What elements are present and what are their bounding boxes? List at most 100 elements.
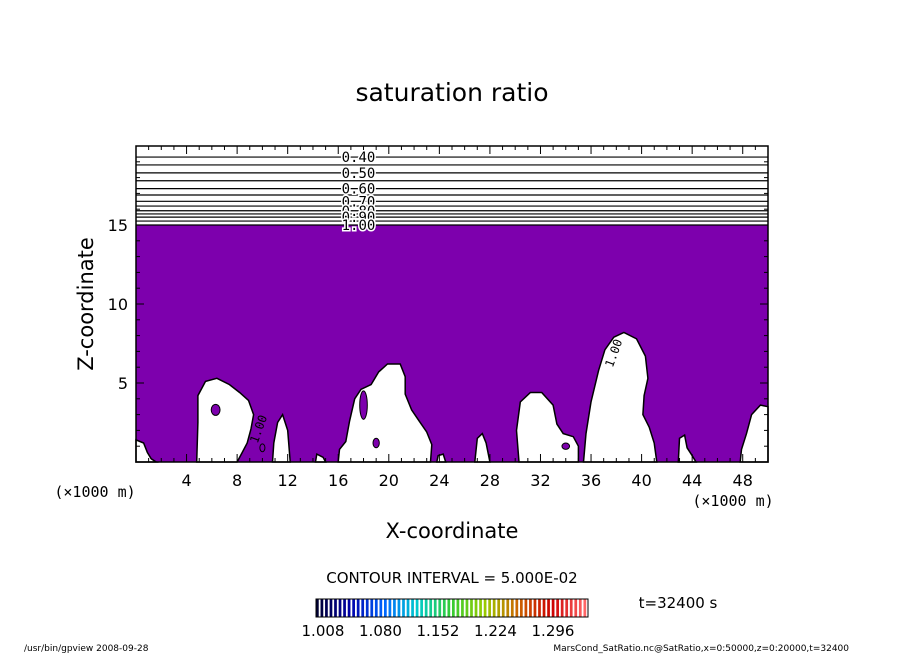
colorbar-swatch xyxy=(569,599,573,617)
supersaturated-fill xyxy=(135,225,769,463)
x-tick-label: 8 xyxy=(232,471,242,490)
colorbar-swatch xyxy=(329,599,333,617)
colorbar-swatch xyxy=(479,599,482,617)
time-label: t=32400 s xyxy=(639,594,718,612)
contour-label: 0.90 xyxy=(342,210,376,226)
colorbar-swatch xyxy=(510,599,514,617)
colorbar-swatch xyxy=(465,599,469,617)
unsaturated-region xyxy=(337,363,433,463)
colorbar-swatch xyxy=(515,599,519,617)
colorbar-tick-label: 1.296 xyxy=(532,622,575,640)
colorbar-frame xyxy=(315,598,589,618)
colorbar-tick-label: 1.152 xyxy=(417,622,460,640)
colorbar-swatch xyxy=(365,599,369,617)
colorbar-swatch xyxy=(343,599,346,617)
colorbar-swatch xyxy=(438,599,442,617)
colorbar-swatch xyxy=(470,599,473,617)
y-axis-label: Z-coordinate xyxy=(74,237,98,371)
colorbar-swatch xyxy=(352,599,355,617)
colorbar-swatch xyxy=(551,599,555,617)
y-tick-label: 10 xyxy=(108,295,128,314)
colorbar xyxy=(315,598,589,618)
colorbar-swatch xyxy=(492,599,496,617)
supersaturated-island xyxy=(561,442,571,450)
colorbar-swatch xyxy=(397,599,401,617)
colorbar-swatch xyxy=(556,599,559,617)
colorbar-swatch xyxy=(338,599,342,617)
colorbar-swatch xyxy=(501,599,505,617)
colorbar-swatch xyxy=(583,599,587,617)
colorbar-swatch xyxy=(497,599,501,617)
colorbar-swatch xyxy=(533,599,537,617)
colorbar-swatch xyxy=(388,599,392,617)
colorbar-swatch xyxy=(415,599,419,617)
contour-label: 0.70 xyxy=(342,194,376,210)
unsaturated-region xyxy=(195,377,255,463)
colorbar-swatch xyxy=(384,599,387,617)
colorbar-swatch xyxy=(370,599,374,617)
supersaturated-island xyxy=(372,437,380,449)
supersaturated-island xyxy=(210,403,221,416)
x-tick-label: 44 xyxy=(682,471,702,490)
y-tick-label: 15 xyxy=(108,216,128,235)
x-tick-label: 48 xyxy=(733,471,753,490)
x-tick-label: 4 xyxy=(181,471,191,490)
x-tick-label: 28 xyxy=(480,471,500,490)
colorbar-swatch xyxy=(474,599,478,617)
supersaturated-island xyxy=(359,390,368,420)
contour-label: 0.60 xyxy=(342,182,376,198)
contour-label: 1.00 xyxy=(342,218,376,234)
colorbar-tick-label: 1.224 xyxy=(474,622,517,640)
x-unit-left: (×1000 m) xyxy=(54,483,135,501)
colorbar-swatch xyxy=(578,599,582,617)
contour-label: 0.40 xyxy=(342,150,376,166)
contour-label: 0.80 xyxy=(342,204,376,220)
contour-label: 0.50 xyxy=(342,166,376,182)
x-axis-label: X-coordinate xyxy=(386,519,519,543)
x-tick-label: 36 xyxy=(581,471,601,490)
contour-lines xyxy=(136,156,768,226)
colorbar-swatch xyxy=(433,599,437,617)
colorbar-swatch xyxy=(429,599,433,617)
y-tick-label: 5 xyxy=(118,374,128,393)
colorbar-swatch xyxy=(393,599,396,617)
colorbar-swatch xyxy=(452,599,455,617)
x-tick-label: 12 xyxy=(278,471,298,490)
x-tick-label: 16 xyxy=(328,471,348,490)
colorbar-swatch xyxy=(356,599,360,617)
colorbar-swatch xyxy=(547,599,550,617)
colorbar-swatch xyxy=(529,599,532,617)
colorbar-swatch xyxy=(461,599,464,617)
colorbar-swatch xyxy=(560,599,564,617)
colorbar-swatch xyxy=(483,599,487,617)
colorbar-swatch xyxy=(574,599,578,617)
colorbar-swatch xyxy=(524,599,528,617)
colorbar-swatch xyxy=(411,599,414,617)
x-unit-right: (×1000 m) xyxy=(692,492,773,510)
x-tick-label: 20 xyxy=(379,471,399,490)
colorbar-swatch xyxy=(565,599,569,617)
colorbar-swatch xyxy=(424,599,428,617)
colorbar-swatch xyxy=(406,599,410,617)
colorbar-swatch xyxy=(402,599,405,617)
colorbar-swatch xyxy=(379,599,383,617)
colorbar-swatch xyxy=(447,599,451,617)
colorbar-swatch xyxy=(320,599,324,617)
colorbar-swatch xyxy=(488,599,491,617)
x-tick-label: 32 xyxy=(530,471,550,490)
supersaturated-island xyxy=(259,443,266,453)
colorbar-tick-label: 1.008 xyxy=(302,622,345,640)
x-tick-label: 40 xyxy=(631,471,651,490)
colorbar-swatch xyxy=(456,599,460,617)
colorbar-swatch xyxy=(325,599,328,617)
unsaturated-region xyxy=(582,331,658,463)
chart-title: saturation ratio xyxy=(355,78,548,107)
footer-right: MarsCond_SatRatio.nc@SatRatio,x=0:50000,… xyxy=(553,644,849,654)
colorbar-tick-labels: 1.008 1.080 1.152 1.224 1.296 xyxy=(302,622,575,640)
colorbar-swatch xyxy=(420,599,423,617)
colorbar-swatch xyxy=(542,599,546,617)
colorbar-swatch xyxy=(374,599,378,617)
